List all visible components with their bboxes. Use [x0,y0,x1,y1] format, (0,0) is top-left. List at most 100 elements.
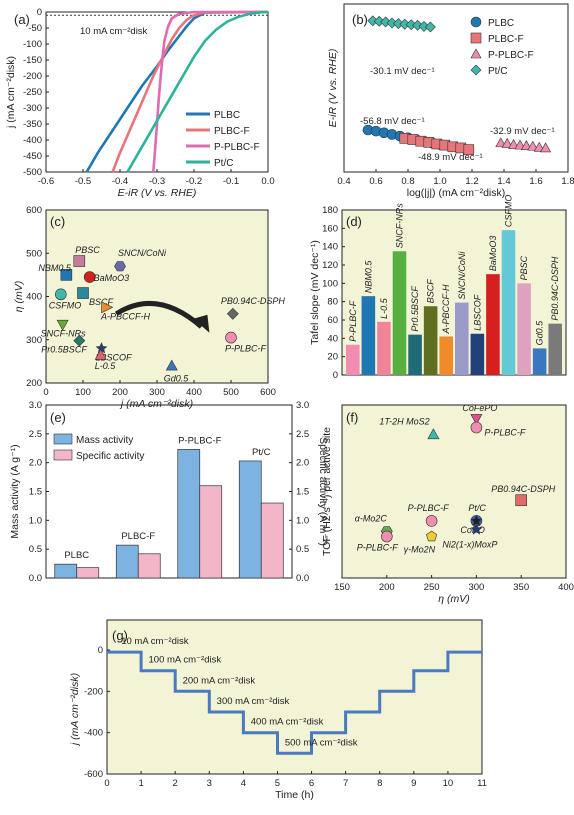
x-tick-label: 100 [75,387,91,398]
panel-label: (a) [14,12,30,27]
panel-a: -0.6 -0.5 -0.4 -0.3 -0.2 -0.1 0.0 0 -50 -100 -150 -… [5,7,275,199]
bar-label: Gd0.5 [535,320,545,346]
y-tick-label-right: 1.5 [296,487,309,498]
y-tick-label: -50 [28,23,42,34]
y-tick-label: 40 [327,333,338,344]
data-point [77,287,89,299]
point-label: NBM0.5 [38,263,72,273]
point-label: CoFePO [462,403,497,413]
bar [392,251,407,375]
data-point [73,334,86,347]
x-tick-label: 1.2 [465,176,478,187]
y-tick-label: 160 [322,223,338,234]
x-tick-label: 250 [424,582,440,593]
series-line [111,10,269,173]
bar [137,553,161,579]
x-tick-label: 600 [260,387,276,398]
y-tick-label: -300 [23,103,42,114]
y-tick-label: 200 [26,378,42,389]
step-label: 400 mA cm⁻²disk [251,717,324,728]
x-tick-label: 1.6 [529,176,542,187]
data-point [225,331,237,344]
panel-label: (b) [352,12,368,27]
y-tick-label: 0 [98,645,103,656]
point-label: P-PLBC-F [484,427,526,437]
bar-category-label: P-PLBC-F [178,435,221,446]
y-axis-label: Mass activity (A g⁻¹) [9,444,21,538]
y-tick-label: 600 [26,205,42,216]
data-point [424,21,436,33]
legend-label: PLBC [488,18,514,29]
bar-label: SNCN/CoNi [457,251,467,300]
legend-label: Pt/C [214,158,233,169]
panel-g: 0 1 2 3 4 5 6 7 8 9 10 11 0 -200 -400 -600 Time (h) j (mA… [69,619,487,801]
x-axis-label: Time (h) [275,789,314,801]
panel-label: (f) [346,410,358,425]
data-point [515,494,528,506]
y-tick-label: -100 [23,39,42,50]
bar [470,333,485,375]
data-point [165,359,178,371]
point-label: Ni2(1-x)MoxP [442,540,497,550]
bar [439,336,453,375]
plot-frame [343,3,569,173]
data-point [540,142,552,153]
data-point [527,140,539,151]
legend-swatch [53,449,73,461]
bar [517,283,531,375]
legend-label: Mass activity [76,435,133,446]
y-axis-label-right: Specific activity (A m⁻²) [317,437,329,546]
x-tick-label: 6 [309,778,314,789]
y-tick-label-right: 2.0 [296,458,309,469]
slope-annotation: -30.1 mV dec⁻¹ [370,66,435,77]
point-label: LBSCOF [96,352,133,362]
y-tick-label: 140 [322,242,338,253]
data-point [226,307,239,320]
legend-label: P-PLBC-F [214,142,260,153]
y-axis-label: TOF (H2 s⁻¹) per active site [321,427,333,556]
x-tick-label: 4 [241,778,246,789]
bar-category-label: PLBC [64,550,89,561]
y-tick-label: 500 [26,248,42,259]
legend-marker [470,48,482,59]
bar [408,334,422,375]
x-tick-label: 200 [112,387,128,398]
y-tick-label: -350 [23,119,42,130]
bar-label: LBSCOF [472,294,482,331]
point-label: L-0.5 [95,361,117,371]
trend-arrowhead [193,314,210,333]
x-tick-label: 400 [558,582,574,593]
x-tick-label: 8 [377,778,382,789]
panel-c: 0 100 200 300 400 500 600 200 300 400 500 600 j (mA … [13,205,285,410]
x-tick-label: 1.4 [497,176,510,187]
y-tick-label-right: 0.0 [296,573,309,584]
point-label: Pt/C [468,503,486,513]
point-label: A-PBCCF-H [100,311,150,321]
step-label: 500 mA cm⁻²disk [285,737,358,748]
legend-marker [470,64,482,76]
bar-label: BSCF [426,279,436,304]
annotation: 10 mA cm⁻²disk [80,26,148,37]
x-tick-label: 7 [343,778,348,789]
y-tick-label: -200 [23,71,42,82]
plot-frame [341,209,567,376]
panel-label: (e) [50,410,66,425]
bar [455,302,469,375]
bar [76,567,100,579]
point-label: SNCN/CoNi [118,248,167,258]
y-tick-label: -400 [84,728,103,739]
bar-label: L-0.5 [379,297,389,319]
panel-label: (c) [50,214,65,229]
y-tick-label: -150 [23,55,42,66]
x-tick-label: -0.3 [149,176,165,187]
x-tick-label: 300 [468,582,484,593]
step-label: 200 mA cm⁻²disk [183,675,256,686]
point-label: 1T-2H MoS2 [379,416,429,426]
panel-d: 0 20 40 60 80 100 120 140 160 180 Tafel slope (mV … [309,195,567,381]
data-point [425,515,438,527]
slope-annotation: -32.9 mV dec⁻¹ [490,126,555,137]
legend-label: PLBC-F [488,34,524,45]
panel-b: 0.4 0.6 0.8 1.0 1.2 1.4 1.6 1.8 log(|j|) (mA cm⁻… [327,3,574,199]
plot-frame [106,619,483,775]
